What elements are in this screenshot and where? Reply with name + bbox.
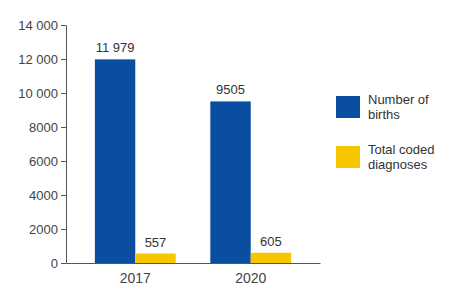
tick: 6000 — [29, 154, 66, 169]
data-label: 9505 — [216, 82, 245, 97]
tick: 12 000 — [18, 52, 66, 67]
tick: 0 — [51, 256, 66, 271]
tick-label: 8000 — [29, 120, 58, 135]
legend-label: Total coded diagnoses — [368, 142, 438, 172]
data-label: 605 — [260, 234, 282, 249]
tick-label: 14 000 — [18, 18, 58, 33]
legend-swatch — [336, 146, 360, 168]
chart: 0200040006000800010 00012 00014 00020172… — [0, 0, 461, 306]
bar — [135, 254, 175, 263]
tick-label: 12 000 — [18, 52, 58, 67]
data-labels: 11 979 9505 557 605 — [96, 40, 282, 249]
x-axis: 2017 2020 — [67, 263, 321, 286]
tick-mark — [61, 59, 66, 60]
tick-label: 2020 — [235, 270, 266, 286]
axis-line — [67, 263, 321, 264]
tick-mark — [61, 127, 66, 128]
tick-mark — [61, 93, 66, 94]
bar — [210, 101, 250, 263]
tick: 4000 — [29, 188, 66, 203]
tick-mark — [61, 229, 66, 230]
tick-label: 4000 — [29, 188, 58, 203]
legend: Number of births Total coded diagnoses — [336, 92, 438, 172]
tick: 2017 — [120, 263, 151, 286]
tick: 14 000 — [18, 18, 66, 33]
tick-mark — [61, 25, 66, 26]
tick-label: 0 — [51, 256, 58, 271]
tick-mark — [61, 195, 66, 196]
tick-label: 2017 — [120, 270, 151, 286]
tick-mark — [61, 161, 66, 162]
legend-swatch — [336, 96, 360, 118]
data-label: 557 — [145, 235, 167, 250]
tick-label: 10 000 — [18, 86, 58, 101]
bar — [251, 253, 291, 263]
bar — [95, 59, 135, 263]
tick-mark — [61, 263, 66, 264]
tick: 8000 — [29, 120, 66, 135]
tick-label: 2000 — [29, 222, 58, 237]
axis-line — [66, 26, 67, 264]
y-axis: 0 2000 4000 6000 8000 10 000 12 000 14 000 — [18, 18, 66, 271]
data-label: 11 979 — [96, 40, 135, 55]
legend-label: Number of births — [368, 92, 432, 122]
tick: 10 000 — [18, 86, 66, 101]
tick-label: 6000 — [29, 154, 58, 169]
tick: 2020 — [235, 263, 266, 286]
tick: 2000 — [29, 222, 66, 237]
bars — [95, 59, 291, 263]
